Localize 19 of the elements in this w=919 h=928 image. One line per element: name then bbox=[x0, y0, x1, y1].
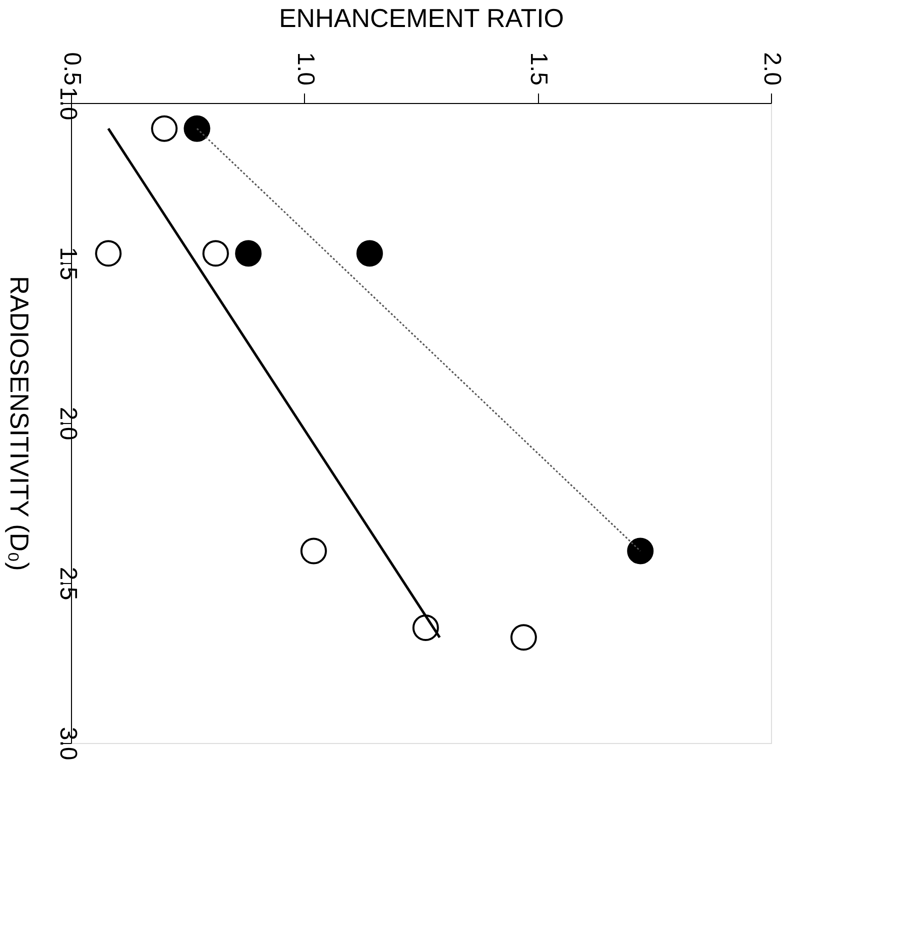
y-axis-title: RADIOSENSITIVITY (D₀) bbox=[4, 276, 34, 571]
x-tick-label: 0.5 bbox=[58, 52, 86, 86]
point bbox=[151, 115, 178, 142]
x-axis-title: ENHANCEMENT RATIO bbox=[278, 3, 564, 34]
point bbox=[300, 538, 327, 564]
point bbox=[184, 115, 210, 142]
y-tick-label: 3.0 bbox=[54, 726, 82, 760]
y-tick-label: 1.5 bbox=[54, 246, 82, 280]
y-tick-label: 2.0 bbox=[54, 406, 82, 440]
point bbox=[356, 240, 383, 267]
x-tick-label: 2.0 bbox=[758, 52, 786, 86]
point bbox=[510, 624, 537, 651]
x-tick-label: 1.5 bbox=[525, 52, 552, 86]
point bbox=[202, 240, 229, 267]
x-tick-label: 1.0 bbox=[292, 52, 319, 86]
point bbox=[95, 240, 122, 267]
point bbox=[627, 538, 654, 564]
y-tick-label: 2.5 bbox=[54, 566, 82, 600]
point bbox=[235, 240, 262, 267]
